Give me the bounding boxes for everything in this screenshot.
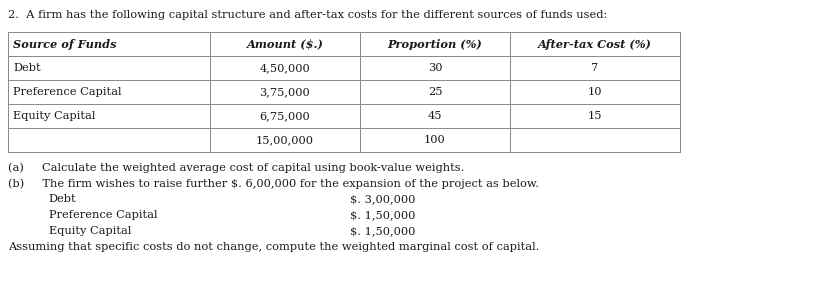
Text: 2.  A firm has the following capital structure and after-tax costs for the diffe: 2. A firm has the following capital stru… <box>8 10 607 20</box>
Text: Equity Capital: Equity Capital <box>49 226 131 236</box>
Text: (b)     The firm wishes to raise further $. 6,00,000 for the expansion of the pr: (b) The firm wishes to raise further $. … <box>8 178 539 189</box>
Text: Preference Capital: Preference Capital <box>49 210 157 220</box>
Text: Source of Funds: Source of Funds <box>13 38 116 50</box>
Text: 15: 15 <box>588 111 602 121</box>
Text: 100: 100 <box>424 135 446 145</box>
Text: $. 1,50,000: $. 1,50,000 <box>350 226 415 236</box>
Text: 3,75,000: 3,75,000 <box>259 87 311 97</box>
Text: Debt: Debt <box>49 194 76 204</box>
Text: $. 1,50,000: $. 1,50,000 <box>350 210 415 220</box>
Text: After-tax Cost (%): After-tax Cost (%) <box>538 38 652 50</box>
Text: (a)     Calculate the weighted average cost of capital using book-value weights.: (a) Calculate the weighted average cost … <box>8 162 464 172</box>
Text: 6,75,000: 6,75,000 <box>259 111 311 121</box>
Text: Amount ($.): Amount ($.) <box>246 38 324 50</box>
Text: $. 3,00,000: $. 3,00,000 <box>350 194 415 204</box>
Text: 30: 30 <box>428 63 442 73</box>
Text: 10: 10 <box>588 87 602 97</box>
Text: Preference Capital: Preference Capital <box>13 87 121 97</box>
Text: Equity Capital: Equity Capital <box>13 111 95 121</box>
Text: Assuming that specific costs do not change, compute the weighted marginal cost o: Assuming that specific costs do not chan… <box>8 242 540 252</box>
Text: 15,00,000: 15,00,000 <box>256 135 314 145</box>
Text: 45: 45 <box>428 111 442 121</box>
Text: Debt: Debt <box>13 63 41 73</box>
Text: Proportion (%): Proportion (%) <box>388 38 482 50</box>
Text: 25: 25 <box>428 87 442 97</box>
Text: 7: 7 <box>591 63 598 73</box>
Text: 4,50,000: 4,50,000 <box>259 63 311 73</box>
